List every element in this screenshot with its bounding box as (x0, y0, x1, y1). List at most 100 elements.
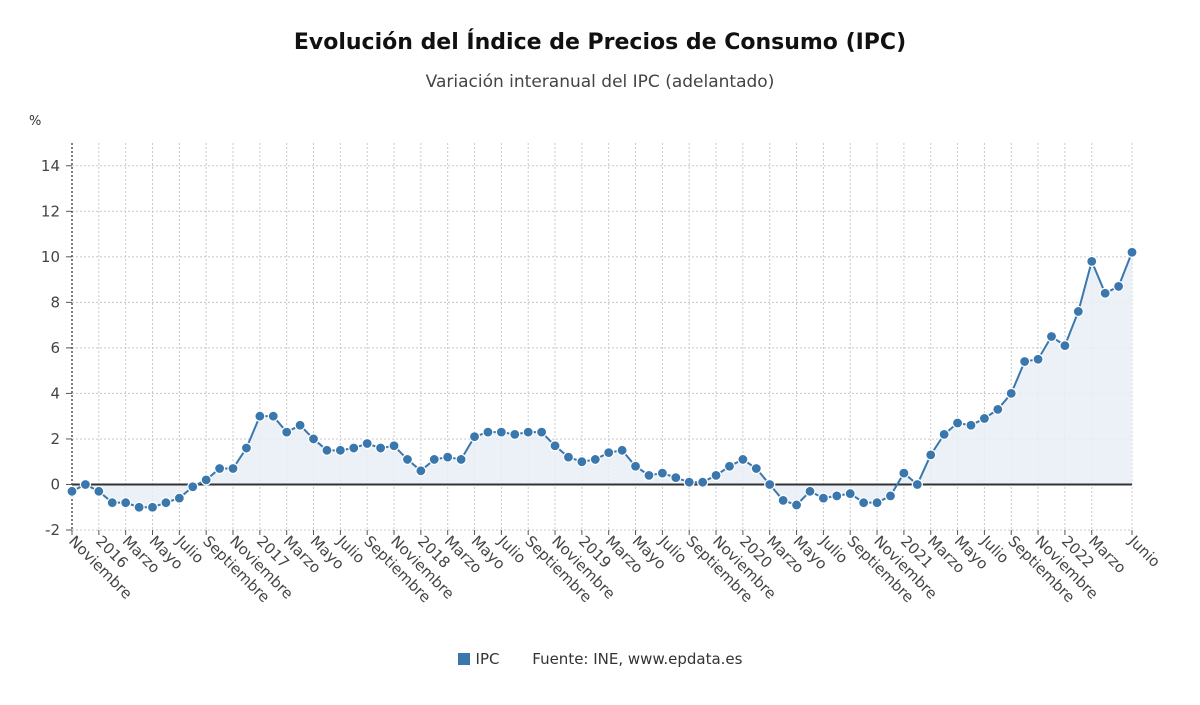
data-point[interactable] (187, 481, 199, 493)
data-point[interactable] (482, 426, 494, 438)
data-point[interactable] (656, 467, 668, 479)
data-point[interactable] (307, 433, 320, 445)
data-point[interactable] (106, 497, 118, 509)
data-point[interactable] (992, 403, 1004, 415)
data-point[interactable] (858, 497, 870, 509)
data-point[interactable] (1045, 330, 1058, 343)
data-point[interactable] (697, 476, 709, 488)
data-point[interactable] (1086, 255, 1098, 267)
data-point[interactable] (428, 453, 440, 466)
data-point[interactable] (978, 412, 991, 425)
data-point[interactable] (616, 444, 628, 456)
data-point[interactable] (723, 460, 736, 472)
data-point[interactable] (670, 472, 682, 484)
data-point[interactable] (146, 501, 159, 513)
y-tick-label: 0 (50, 475, 60, 493)
data-point[interactable] (200, 474, 212, 486)
data-point[interactable] (790, 499, 803, 511)
data-point[interactable] (120, 497, 132, 509)
y-tick-label: 4 (50, 384, 60, 402)
legend: IPC Fuente: INE, www.epdata.es (0, 650, 1200, 668)
data-point[interactable] (884, 490, 897, 502)
data-point[interactable] (589, 453, 601, 466)
y-axis-ticks: -2 0 2 4 6 8 10 12 14 (41, 157, 72, 539)
data-point[interactable] (213, 462, 226, 475)
data-point[interactable] (764, 478, 776, 491)
data-point[interactable] (1019, 355, 1031, 368)
y-tick-label: 14 (41, 157, 60, 175)
y-tick-label: 6 (50, 339, 60, 357)
data-point[interactable] (522, 426, 534, 438)
data-point[interactable] (777, 494, 789, 507)
data-point[interactable] (361, 437, 373, 450)
data-point[interactable] (1072, 305, 1084, 318)
data-point[interactable] (871, 497, 883, 509)
y-tick-label: 12 (41, 202, 60, 220)
data-point[interactable] (455, 453, 467, 466)
data-point[interactable] (536, 426, 548, 438)
data-point[interactable] (173, 492, 185, 504)
data-point[interactable] (254, 410, 266, 422)
data-point[interactable] (1099, 287, 1111, 299)
source-note: Fuente: INE, www.epdata.es (532, 650, 743, 668)
data-point[interactable] (898, 467, 910, 479)
y-tick-label: 10 (41, 248, 60, 266)
data-point[interactable] (576, 456, 588, 468)
data-point[interactable] (965, 419, 977, 431)
data-point[interactable] (1005, 387, 1017, 400)
data-point[interactable] (817, 492, 829, 504)
data-point[interactable] (925, 449, 937, 461)
data-point[interactable] (603, 447, 615, 459)
data-point[interactable] (227, 462, 239, 475)
data-point[interactable] (375, 442, 387, 454)
data-point[interactable] (509, 428, 521, 440)
data-point[interactable] (281, 426, 293, 438)
data-point[interactable] (831, 490, 843, 502)
data-point[interactable] (683, 476, 695, 488)
data-point[interactable] (737, 453, 749, 466)
legend-item-ipc[interactable]: IPC (457, 650, 500, 668)
data-point[interactable] (1032, 353, 1044, 365)
data-point[interactable] (643, 469, 655, 481)
data-point[interactable] (401, 453, 414, 466)
data-point[interactable] (267, 410, 279, 422)
data-point[interactable] (495, 426, 507, 438)
data-point[interactable] (938, 428, 950, 440)
data-point[interactable] (844, 487, 856, 500)
data-point[interactable] (629, 460, 642, 472)
data-point[interactable] (804, 485, 816, 497)
data-point[interactable] (294, 419, 306, 431)
data-point[interactable] (549, 440, 561, 452)
data-point[interactable] (911, 478, 923, 491)
data-point[interactable] (750, 462, 762, 475)
data-point[interactable] (442, 451, 454, 463)
data-points (66, 246, 1138, 513)
data-point[interactable] (93, 485, 105, 497)
data-point[interactable] (415, 465, 427, 477)
data-point[interactable] (562, 451, 575, 463)
y-tick-label: 8 (50, 293, 60, 311)
data-point[interactable] (79, 478, 92, 491)
x-tick-label: Junio (1124, 531, 1163, 570)
data-point[interactable] (334, 444, 346, 456)
legend-label: IPC (475, 650, 500, 668)
data-point[interactable] (1059, 340, 1071, 352)
data-point[interactable] (240, 442, 253, 454)
data-point[interactable] (348, 442, 360, 454)
data-point[interactable] (66, 485, 78, 497)
data-point[interactable] (160, 497, 172, 509)
chart-subtitle: Variación interanual del IPC (adelantado… (425, 72, 775, 92)
data-point[interactable] (468, 431, 481, 443)
x-axis-ticks: Noviembre2016MarzoMayoJulioSeptiembreNov… (65, 530, 1164, 606)
data-point[interactable] (951, 417, 964, 429)
data-point[interactable] (710, 469, 722, 481)
y-tick-label: 2 (50, 430, 60, 448)
data-point[interactable] (321, 444, 333, 456)
data-point[interactable] (388, 440, 400, 452)
y-tick-label: -2 (45, 521, 60, 539)
data-point[interactable] (133, 501, 145, 513)
data-point[interactable] (1112, 280, 1125, 293)
data-point[interactable] (1126, 246, 1138, 258)
y-axis-unit-label: % (29, 114, 42, 129)
